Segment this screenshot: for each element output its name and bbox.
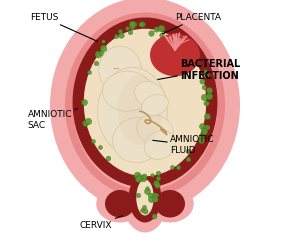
Ellipse shape [142,94,168,116]
Ellipse shape [136,180,154,216]
Ellipse shape [50,0,240,212]
Text: BACTERIAL
INFECTION: BACTERIAL INFECTION [158,59,240,81]
Ellipse shape [73,20,218,190]
Ellipse shape [84,29,206,176]
Ellipse shape [144,130,176,160]
Ellipse shape [122,168,167,232]
Text: AMNIOTIC
FLUID: AMNIOTIC FLUID [153,135,214,155]
Ellipse shape [150,34,200,76]
Text: AMNIOTIC
SAC: AMNIOTIC SAC [28,108,77,130]
Ellipse shape [112,118,162,162]
Ellipse shape [103,71,152,111]
Ellipse shape [129,172,161,222]
Ellipse shape [118,75,163,145]
Ellipse shape [155,190,185,218]
Ellipse shape [136,114,173,146]
Ellipse shape [96,185,144,222]
Text: PLACENTA: PLACENTA [163,13,221,34]
Ellipse shape [105,190,135,218]
Text: CERVIX: CERVIX [80,216,122,230]
Ellipse shape [135,82,165,108]
Ellipse shape [73,18,218,187]
Ellipse shape [98,68,167,155]
Text: FETUS: FETUS [30,13,98,41]
Ellipse shape [65,12,225,198]
Ellipse shape [99,46,141,94]
Ellipse shape [146,185,194,222]
